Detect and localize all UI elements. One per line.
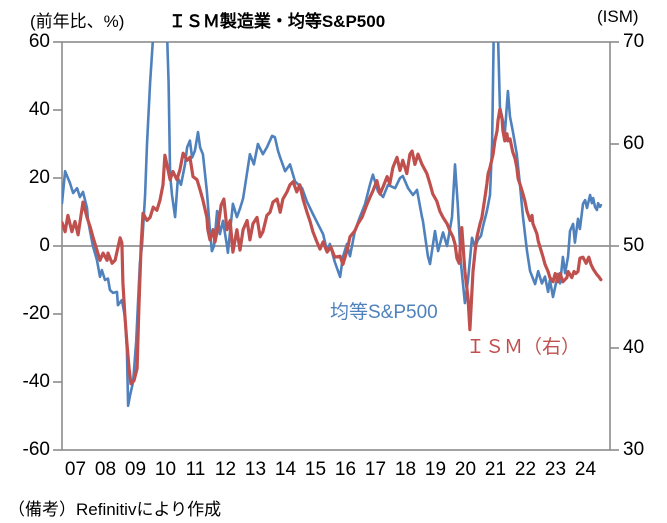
x-axis-tick-label: 14	[274, 459, 297, 480]
x-axis-tick-label: 19	[424, 459, 447, 480]
legend-ism-label: ＩＳＭ（右）	[466, 337, 581, 358]
x-axis-tick-label: 07	[64, 459, 87, 480]
left-axis-tick-label: -60	[22, 439, 50, 460]
x-axis-tick-label: 23	[544, 459, 567, 480]
sp500-line	[62, 42, 603, 408]
x-axis-tick-label: 09	[124, 459, 147, 480]
left-axis-unit-label: (前年比、%)	[30, 12, 125, 31]
x-axis-tick-label: 20	[454, 459, 477, 480]
right-axis-tick-label: 30	[623, 439, 645, 460]
x-axis-tick-label: 15	[304, 459, 327, 480]
x-axis-tick-label: 17	[364, 459, 387, 480]
right-axis-unit-label: (ISM)	[597, 7, 639, 26]
left-axis-tick-label: 20	[28, 167, 50, 188]
right-axis-tick-label: 60	[623, 133, 645, 154]
right-axis-tick-label: 70	[623, 31, 645, 52]
left-axis-tick-label: -40	[22, 371, 50, 392]
chart-title: ＩＳＭ製造業・均等S&P500	[168, 12, 386, 31]
x-axis-tick-label: 16	[334, 459, 357, 480]
right-axis-tick-label: 50	[623, 235, 645, 256]
legend-sp500-label: 均等S&P500	[330, 302, 438, 323]
x-axis-tick-label: 08	[94, 459, 117, 480]
ism-line	[62, 107, 603, 386]
x-axis-tick-label: 13	[244, 459, 267, 480]
x-axis-tick-label: 21	[484, 459, 507, 480]
x-axis-tick-label: 12	[214, 459, 237, 480]
left-axis-tick-label: 60	[28, 31, 50, 52]
right-axis-tick-label: 40	[623, 337, 645, 358]
x-axis-tick-label: 22	[514, 459, 537, 480]
x-axis-tick-label: 11	[185, 459, 206, 480]
left-axis-tick-label: 0	[39, 235, 50, 256]
x-axis-tick-label: 10	[154, 459, 177, 480]
x-axis-tick-label: 24	[574, 459, 597, 480]
source-note: （備考）Refinitivにより作成	[8, 500, 222, 519]
left-axis-tick-label: 40	[28, 99, 50, 120]
left-axis-tick-label: -20	[22, 303, 50, 324]
x-axis-tick-label: 18	[394, 459, 417, 480]
